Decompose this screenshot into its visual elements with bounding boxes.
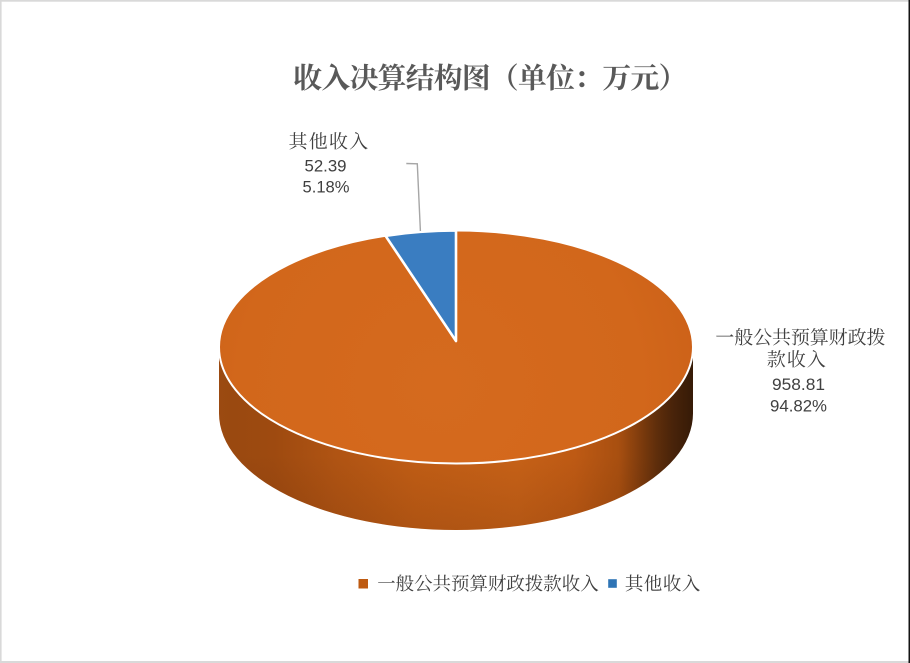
svg-text:94.82%: 94.82% xyxy=(770,398,827,416)
svg-text:52.39: 52.39 xyxy=(305,158,347,176)
svg-text:958.81: 958.81 xyxy=(772,376,825,394)
svg-text:5.18%: 5.18% xyxy=(303,179,350,197)
